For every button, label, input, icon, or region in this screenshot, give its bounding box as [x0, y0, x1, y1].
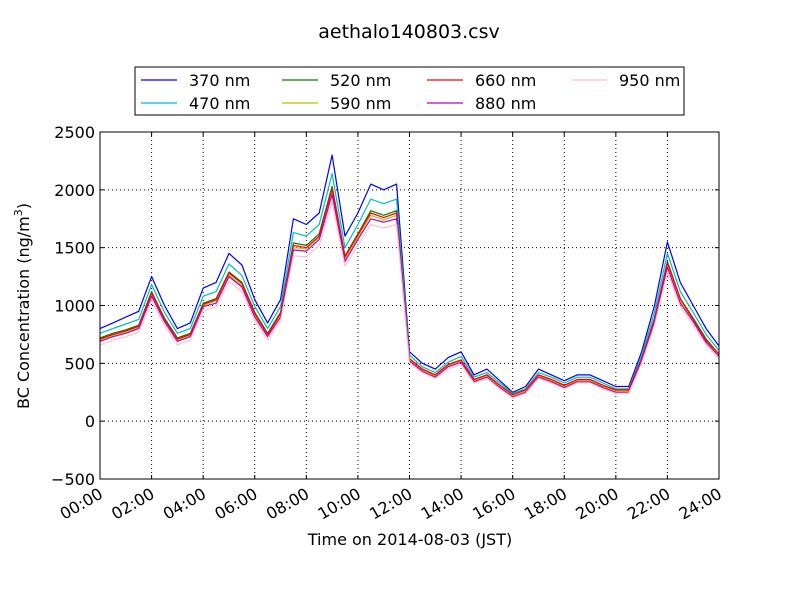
y-tick-label: −500 [51, 470, 95, 489]
legend-label: 370 nm [189, 71, 250, 90]
series-line-950-nm [99, 200, 720, 399]
legend-label: 590 nm [330, 94, 391, 113]
legend-box [134, 66, 685, 116]
legend: 370 nm 470 nm 520 nm 590 nm 660 nm 880 nm 950 … [134, 66, 685, 116]
y-tick-label: 1500 [54, 239, 95, 258]
y-tick-label: 0 [85, 412, 95, 431]
legend-label: 660 nm [475, 71, 536, 90]
y-tick-label: 2500 [54, 123, 95, 142]
y-tick-label: 500 [64, 354, 95, 373]
legend-label: 880 nm [475, 94, 536, 113]
series-layer [99, 154, 720, 399]
chart-title: aethalo140803.csv [318, 21, 500, 43]
legend-label: 950 nm [619, 71, 680, 90]
x-axis-label: Time on 2014-08-03 (JST) [307, 530, 512, 549]
y-axis-label: BC Concentration (ng/m3) [12, 203, 33, 409]
y-tick-label: 1000 [54, 297, 95, 316]
legend-label: 470 nm [189, 94, 250, 113]
legend-label: 520 nm [330, 71, 391, 90]
y-tick-label: 2000 [54, 181, 95, 200]
